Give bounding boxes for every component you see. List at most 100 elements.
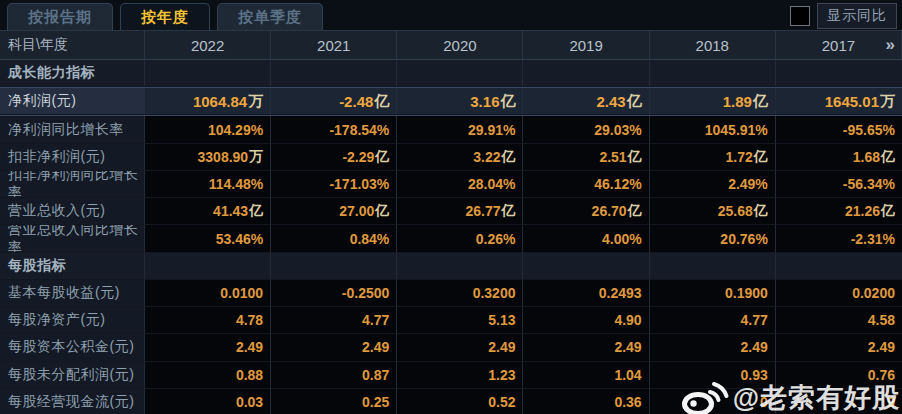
cell-value: 0.03 (145, 389, 271, 414)
cell-value (145, 60, 271, 87)
cell-value: 1645.01万 (776, 88, 902, 115)
row-label: 扣非净利润同比增长率 (0, 171, 145, 198)
cell-value (650, 60, 776, 87)
cell-value: 0.52 (397, 389, 523, 414)
cell-value: 29.91% (397, 116, 523, 143)
table-header-row: 科目\年度 2022 2021 2020 2019 2018 2017 » (0, 31, 902, 60)
cell-value: 0.26% (397, 225, 523, 252)
year-header-2022: 2022 (145, 31, 271, 59)
cell-value: 0.36 (523, 389, 649, 414)
corner-header: 科目\年度 (0, 31, 145, 59)
cell-value: 9 (776, 389, 902, 414)
cell-value: 0.1900 (650, 280, 776, 307)
cell-value: 0.76 (776, 362, 902, 389)
table-row: 净利润(元)1064.84万-2.48亿3.16亿2.43亿1.89亿1645.… (0, 87, 902, 116)
row-label: 每股指标 (0, 253, 145, 280)
cell-value: 1064.84万 (145, 88, 271, 115)
cell-value: 46.12% (523, 171, 649, 198)
row-label: 扣非净利润(元) (0, 144, 145, 171)
cell-value: 2.49 (271, 334, 397, 361)
cell-value: -178.54% (271, 116, 397, 143)
cell-value (145, 253, 271, 280)
table-row: 每股资本公积金(元)2.492.492.492.492.492.49 (0, 334, 902, 361)
financial-data-panel: 按报告期 按年度 按单季度 显示同比 科目\年度 2022 2021 2020 … (0, 0, 902, 414)
row-label: 基本每股收益(元) (0, 280, 145, 307)
table-row: 扣非净利润(元)3308.90万-2.29亿3.22亿2.51亿1.72亿1.6… (0, 144, 902, 171)
row-label: 净利润(元) (0, 88, 145, 115)
cell-value: 0.3200 (397, 280, 523, 307)
cell-value: 2.49 (650, 334, 776, 361)
cell-value: -171.03% (271, 171, 397, 198)
cell-value: 21.26亿 (776, 198, 902, 225)
show-yoy-checkbox[interactable] (790, 6, 810, 26)
cell-value: 2.49 (776, 334, 902, 361)
row-label: 每股净资产(元) (0, 307, 145, 334)
table-row: 每股净资产(元)4.784.775.134.904.774.58 (0, 307, 902, 334)
row-label: 成长能力指标 (0, 60, 145, 87)
cell-value: 3308.90万 (145, 144, 271, 171)
table-row: 每股经营现金流(元)0.030.250.520.3609 (0, 389, 902, 414)
row-label: 净利润同比增长率 (0, 116, 145, 143)
row-label: 营业总收入同比增长率 (0, 225, 145, 252)
cell-value: 3.16亿 (397, 88, 523, 115)
cell-value (271, 253, 397, 280)
cell-value: 0.0100 (145, 280, 271, 307)
cell-value (776, 253, 902, 280)
cell-value: 0.93 (650, 362, 776, 389)
cell-value: 2.43亿 (523, 88, 649, 115)
cell-value: 0.25 (271, 389, 397, 414)
cell-value: 1045.91% (650, 116, 776, 143)
cell-value (271, 60, 397, 87)
cell-value: 4.00% (523, 225, 649, 252)
tab-by-single-quarter[interactable]: 按单季度 (217, 3, 323, 30)
cell-value: 0.87 (271, 362, 397, 389)
cell-value (523, 253, 649, 280)
cell-value: 29.03% (523, 116, 649, 143)
cell-value: 5.13 (397, 307, 523, 334)
cell-value: 0.84% (271, 225, 397, 252)
table-row: 每股未分配利润(元)0.880.871.231.040.930.76 (0, 362, 902, 389)
cell-value: 4.90 (523, 307, 649, 334)
more-columns-icon[interactable]: » (886, 31, 895, 59)
cell-value: -0.2500 (271, 280, 397, 307)
table-row: 营业总收入同比增长率53.46%0.84%0.26%4.00%20.76%-2.… (0, 225, 902, 252)
row-label: 营业总收入(元) (0, 198, 145, 225)
year-header-2018: 2018 (650, 31, 776, 59)
cell-value: -2.29亿 (271, 144, 397, 171)
cell-value (397, 253, 523, 280)
year-header-2019: 2019 (523, 31, 649, 59)
cell-value: 2.49 (397, 334, 523, 361)
row-label: 每股资本公积金(元) (0, 334, 145, 361)
section-row: 每股指标 (0, 253, 902, 280)
cell-value: 26.70亿 (523, 198, 649, 225)
show-yoy-label[interactable]: 显示同比 (817, 3, 897, 29)
cell-value: 2.49 (523, 334, 649, 361)
cell-value: 4.58 (776, 307, 902, 334)
tab-by-year[interactable]: 按年度 (120, 3, 210, 30)
cell-value: 114.48% (145, 171, 271, 198)
cell-value: 1.23 (397, 362, 523, 389)
cell-value: -2.31% (776, 225, 902, 252)
table-body: 成长能力指标净利润(元)1064.84万-2.48亿3.16亿2.43亿1.89… (0, 60, 902, 414)
table-row: 基本每股收益(元)0.0100-0.25000.32000.24930.1900… (0, 280, 902, 307)
cell-value (397, 60, 523, 87)
cell-value: 0.88 (145, 362, 271, 389)
cell-value: 4.77 (271, 307, 397, 334)
cell-value: 1.89亿 (650, 88, 776, 115)
row-label: 每股未分配利润(元) (0, 362, 145, 389)
cell-value: 28.04% (397, 171, 523, 198)
cell-value: 2.49 (145, 334, 271, 361)
cell-value (523, 60, 649, 87)
cell-value: 26.77亿 (397, 198, 523, 225)
cell-value: 1.72亿 (650, 144, 776, 171)
year-header-2021: 2021 (271, 31, 397, 59)
cell-value: 0.2493 (523, 280, 649, 307)
cell-value: 2.51亿 (523, 144, 649, 171)
cell-value: 2.49% (650, 171, 776, 198)
cell-value: 20.76% (650, 225, 776, 252)
cell-value: 1.04 (523, 362, 649, 389)
tab-bar: 按报告期 按年度 按单季度 显示同比 (0, 0, 902, 31)
cell-value: 53.46% (145, 225, 271, 252)
table-row: 净利润同比增长率104.29%-178.54%29.91%29.03%1045.… (0, 116, 902, 143)
tab-by-report-period[interactable]: 按报告期 (7, 3, 113, 30)
